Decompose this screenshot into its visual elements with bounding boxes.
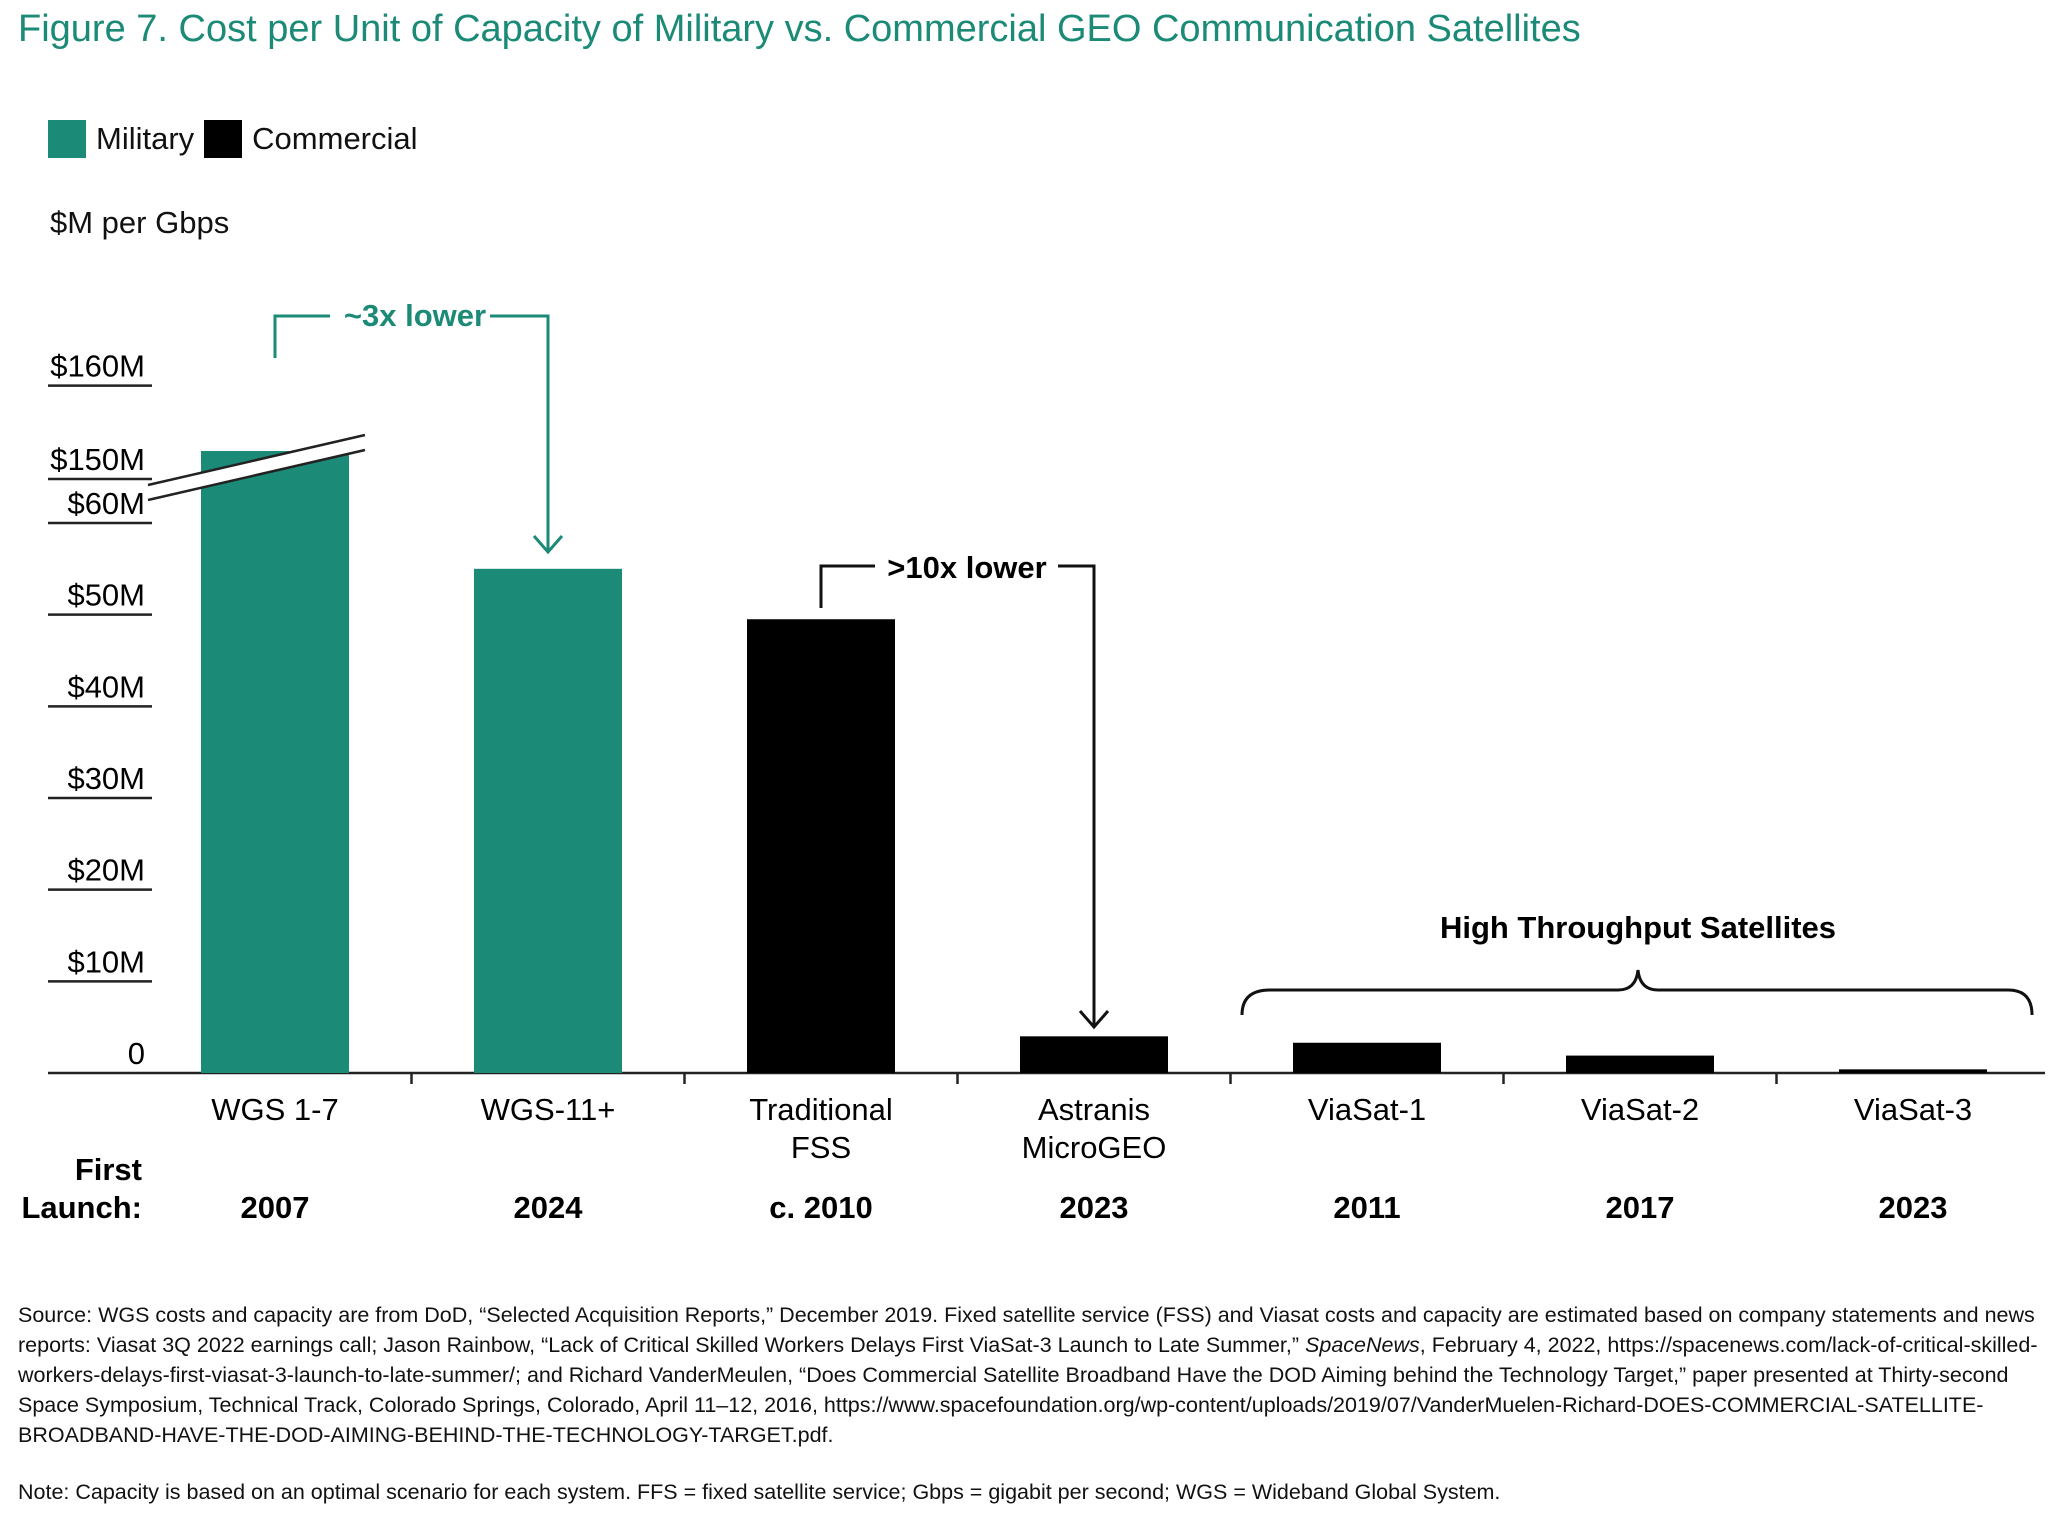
legend-swatch-military bbox=[48, 120, 86, 158]
bar bbox=[1566, 1055, 1714, 1073]
bar bbox=[1839, 1069, 1987, 1073]
source-note: Source: WGS costs and capacity are from … bbox=[18, 1300, 2048, 1450]
launch-year-label: 2011 bbox=[1333, 1190, 1400, 1225]
bar bbox=[747, 619, 895, 1073]
x-tick-label: Astranis bbox=[1038, 1092, 1150, 1127]
y-tick-label: $50M bbox=[67, 578, 145, 613]
hts-brace bbox=[1240, 969, 2034, 1016]
military-comparison-label: ~3x lower bbox=[344, 298, 486, 333]
legend: Military Commercial bbox=[48, 120, 418, 158]
commercial-comparison-label: >10x lower bbox=[887, 550, 1046, 585]
launch-year-label: 2007 bbox=[241, 1190, 310, 1225]
x-tick-label: FSS bbox=[791, 1130, 851, 1165]
axis-break-gap bbox=[148, 435, 365, 500]
launch-year-label: c. 2010 bbox=[769, 1190, 872, 1225]
commercial-bracket bbox=[819, 564, 875, 608]
launch-year-label: 2024 bbox=[514, 1190, 584, 1225]
y-tick-label: 0 bbox=[128, 1036, 145, 1071]
x-tick-label: Traditional bbox=[749, 1092, 893, 1127]
chart-title: Figure 7. Cost per Unit of Capacity of M… bbox=[18, 8, 1581, 50]
y-tick-label: $60M bbox=[67, 486, 145, 521]
bar bbox=[474, 568, 622, 1073]
y-tick-label: $160M bbox=[50, 349, 145, 384]
x-tick-label: ViaSat-1 bbox=[1308, 1092, 1426, 1127]
source-publication: SpaceNews bbox=[1305, 1333, 1420, 1357]
y-tick-label: $40M bbox=[67, 669, 145, 704]
military-arrow-head bbox=[532, 535, 564, 555]
launch-year-label: 2017 bbox=[1606, 1190, 1675, 1225]
first-launch-label: Launch: bbox=[21, 1190, 142, 1225]
chart-plot: 0 $10M $20M $30M $40M $50M $60M $150M $160M WGS 1… bbox=[21, 298, 2045, 1225]
axis-break-line bbox=[147, 448, 366, 502]
commercial-arrow-line bbox=[1058, 564, 1096, 1025]
x-tick-label: MicroGEO bbox=[1022, 1130, 1167, 1165]
military-bracket bbox=[273, 314, 330, 358]
bar bbox=[1293, 1042, 1441, 1073]
source-text-prefix: Source: WGS costs and capacity are from … bbox=[18, 1303, 2035, 1357]
x-tick-label: WGS 1-7 bbox=[211, 1092, 338, 1127]
first-launch-label: First bbox=[75, 1152, 142, 1187]
launch-year-label: 2023 bbox=[1060, 1190, 1129, 1225]
legend-label-military: Military bbox=[96, 121, 195, 156]
commercial-arrow-head bbox=[1078, 1010, 1110, 1030]
axis-break-line bbox=[147, 433, 366, 487]
legend-swatch-commercial bbox=[204, 120, 243, 158]
x-tick-label: WGS-11+ bbox=[481, 1092, 616, 1127]
y-tick-label: $150M bbox=[50, 442, 145, 477]
military-arrow-line bbox=[490, 314, 550, 550]
capacity-note: Note: Capacity is based on an optimal sc… bbox=[18, 1480, 1501, 1504]
y-tick-label: $30M bbox=[67, 761, 145, 796]
y-axis-unit-label: $M per Gbps bbox=[50, 205, 230, 240]
bar bbox=[201, 450, 349, 1073]
launch-year-label: 2023 bbox=[1879, 1190, 1948, 1225]
hts-bracket-label: High Throughput Satellites bbox=[1440, 910, 1836, 945]
x-tick-label: ViaSat-3 bbox=[1854, 1092, 1972, 1127]
y-tick-label: $20M bbox=[67, 853, 145, 888]
legend-label-commercial: Commercial bbox=[252, 121, 418, 156]
y-tick-label: $10M bbox=[67, 944, 145, 979]
source-text-suffix: , February 4, 2022, https://spacenews.co… bbox=[18, 1333, 2038, 1447]
bar bbox=[1020, 1036, 1168, 1073]
x-tick-label: ViaSat-2 bbox=[1581, 1092, 1699, 1127]
